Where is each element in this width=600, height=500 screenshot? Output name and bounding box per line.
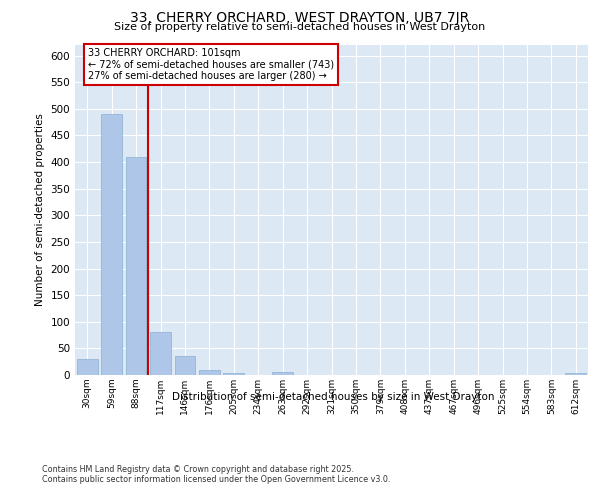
Bar xyxy=(175,356,196,375)
Bar xyxy=(565,374,586,375)
Bar xyxy=(77,359,98,375)
Bar xyxy=(223,374,244,375)
Bar xyxy=(199,370,220,375)
Text: 33 CHERRY ORCHARD: 101sqm
← 72% of semi-detached houses are smaller (743)
27% of: 33 CHERRY ORCHARD: 101sqm ← 72% of semi-… xyxy=(88,48,334,81)
Text: Size of property relative to semi-detached houses in West Drayton: Size of property relative to semi-detach… xyxy=(115,22,485,32)
Bar xyxy=(272,372,293,375)
Bar xyxy=(125,157,146,375)
Text: 33, CHERRY ORCHARD, WEST DRAYTON, UB7 7JR: 33, CHERRY ORCHARD, WEST DRAYTON, UB7 7J… xyxy=(130,11,470,25)
Text: Contains public sector information licensed under the Open Government Licence v3: Contains public sector information licen… xyxy=(42,475,391,484)
Bar xyxy=(101,114,122,375)
Text: Contains HM Land Registry data © Crown copyright and database right 2025.: Contains HM Land Registry data © Crown c… xyxy=(42,465,354,474)
Bar xyxy=(150,332,171,375)
Text: Distribution of semi-detached houses by size in West Drayton: Distribution of semi-detached houses by … xyxy=(172,392,494,402)
Y-axis label: Number of semi-detached properties: Number of semi-detached properties xyxy=(35,114,45,306)
